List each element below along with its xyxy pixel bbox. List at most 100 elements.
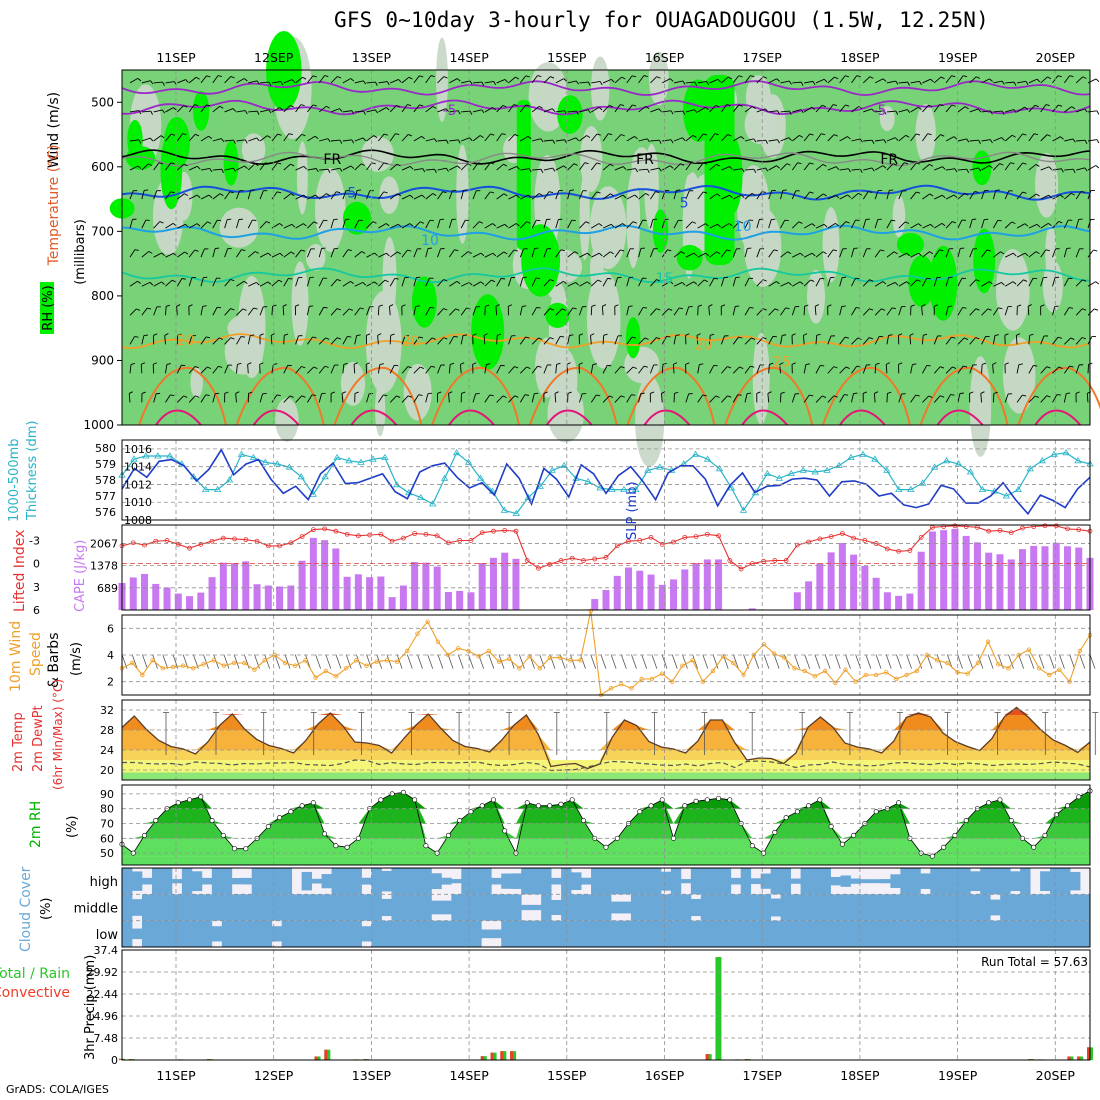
wind-barb	[626, 277, 630, 287]
wind-barb	[555, 364, 558, 374]
wind-barb	[177, 193, 185, 200]
precip-axis-label: 3hr Precip (mm)	[83, 955, 98, 1060]
wind-barb-flag	[573, 163, 578, 166]
isotherm-30-arc	[252, 409, 300, 426]
wind-barb	[993, 163, 1000, 171]
wind-barb-flag	[300, 249, 306, 252]
wind-tick-label: 6	[107, 622, 114, 635]
lifted-index-marker	[952, 523, 958, 529]
wind-barb-flag	[728, 223, 733, 227]
rh-axis-label: RH (%)	[41, 285, 56, 330]
wind-barb	[709, 335, 711, 345]
wind-barb-flag	[1046, 366, 1051, 369]
cloud-cell	[581, 877, 592, 885]
wind-barb	[330, 219, 335, 229]
precip-convective-label: Convective	[0, 985, 70, 1001]
wind-barb	[803, 106, 813, 113]
wind-barb	[200, 221, 208, 229]
wind-barb-flag	[374, 252, 378, 257]
wind-barb	[224, 108, 234, 113]
thickness-marker	[763, 469, 772, 476]
cape-bar	[973, 542, 981, 610]
wind-barb-10m	[335, 654, 342, 669]
wind-barb	[1075, 364, 1080, 374]
wind-barb-flag	[396, 395, 401, 398]
wind-barb	[330, 191, 337, 200]
wind-speed-marker	[771, 651, 777, 656]
wind-barb	[531, 337, 539, 345]
wind-barb-flag	[314, 135, 319, 140]
cloud-axis-label: Cloud Cover	[18, 866, 34, 952]
wind-speed-marker	[639, 676, 644, 682]
wind-barb-flag	[206, 104, 211, 107]
wind-barb	[141, 307, 148, 316]
cape-bar	[264, 585, 272, 610]
wind-barb	[992, 335, 996, 345]
rh-tick-label: 70	[100, 818, 114, 831]
wind-barb-flag	[871, 108, 875, 113]
wind-barb-flag	[472, 362, 477, 365]
wind-barb	[1028, 193, 1037, 200]
thickness-marker	[1050, 450, 1058, 457]
wind-barb	[969, 337, 976, 345]
wind-barb-flag	[912, 363, 917, 365]
wind-barb	[330, 108, 340, 113]
wind-barb-flag	[137, 78, 142, 82]
wind-barb-flag	[515, 76, 520, 80]
wind-barb	[1005, 252, 1014, 258]
wind-barb-flag	[480, 281, 485, 285]
wind-barb-flag	[999, 163, 1004, 166]
wind-barb-flag	[939, 249, 944, 252]
wind-barb	[803, 191, 811, 200]
wind-barb-flag	[149, 282, 154, 286]
wind-barb	[945, 306, 949, 316]
wind-speed-marker	[384, 658, 390, 663]
rh-marker	[547, 803, 553, 809]
day-label-bottom: 20SEP	[1036, 1068, 1076, 1083]
wind-barb	[567, 251, 575, 258]
wind-barb	[685, 135, 694, 142]
wind-barb	[567, 190, 571, 200]
wind-barb-flag	[669, 78, 674, 82]
wind-barb-flag	[747, 392, 752, 395]
cloud-cell	[640, 868, 652, 895]
wind-barb-flag	[673, 362, 678, 365]
wind-barb-flag	[315, 194, 319, 199]
wind-barb	[590, 364, 594, 374]
cape-axis-label: CAPE (J/kg)	[73, 540, 88, 612]
wind-barb-10m	[692, 654, 698, 669]
lifted-index-marker	[558, 558, 564, 563]
temp-fill-band	[122, 707, 1090, 750]
cape-bar	[478, 562, 486, 610]
isotherm-30-arc	[350, 409, 398, 426]
precip-total-bar	[715, 957, 722, 1060]
wind-barb-flag	[490, 162, 495, 165]
wind-barb	[1087, 364, 1089, 374]
cape-bar	[636, 570, 644, 610]
wind-barb-flag	[1082, 279, 1087, 282]
wind-barb	[342, 110, 352, 113]
wind-barb	[851, 337, 859, 345]
wind-barb-flag	[975, 279, 980, 282]
thickness-marker	[847, 453, 855, 460]
wind-barb-flag	[336, 191, 341, 194]
cloud-cell	[770, 898, 782, 917]
wind-barb-flag	[457, 139, 461, 144]
rh-dry-patch	[892, 195, 906, 238]
rh-moist-patch	[676, 244, 703, 271]
cloud-cell	[800, 868, 811, 895]
wind-barb	[177, 79, 186, 84]
wind-barb-flag	[243, 280, 248, 284]
wind-barb-10m	[875, 654, 882, 669]
wind-barb	[614, 134, 622, 142]
rh-moist-column	[704, 75, 735, 265]
wind-barb	[921, 335, 924, 345]
wind-barb-flag	[208, 135, 213, 139]
wind-barb-flag	[822, 251, 827, 255]
wind-barb	[721, 76, 729, 84]
cape-bar	[242, 561, 250, 610]
wind-barb-10m	[294, 654, 301, 669]
cloud-cell	[810, 920, 821, 947]
wind-barb-10m	[641, 654, 648, 669]
wind-barb-flag	[244, 165, 248, 169]
